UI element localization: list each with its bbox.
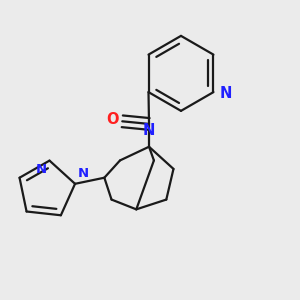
- Text: O: O: [106, 112, 118, 128]
- Text: N: N: [143, 123, 155, 138]
- Text: N: N: [78, 167, 89, 180]
- Text: N: N: [36, 163, 47, 176]
- Text: N: N: [219, 86, 232, 101]
